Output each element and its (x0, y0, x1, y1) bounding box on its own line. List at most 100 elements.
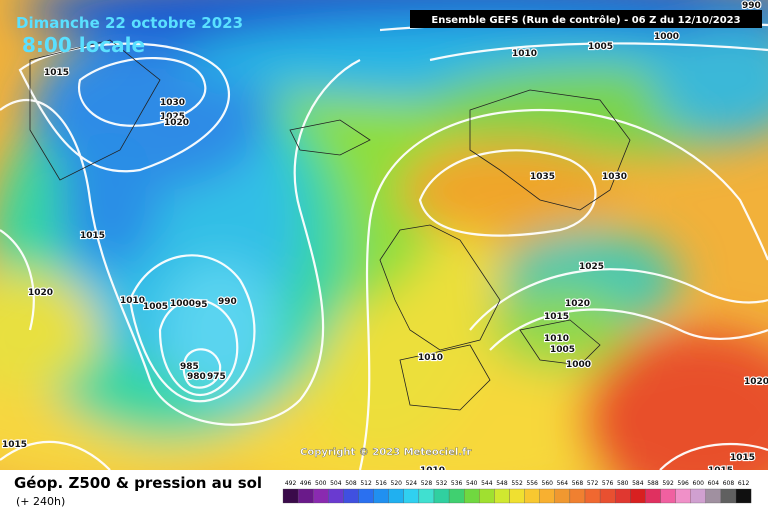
legend-swatch (569, 488, 586, 504)
isobar-label: 1015 (730, 453, 755, 463)
isobar-label: 1025 (579, 262, 604, 272)
legend-label: 504 (330, 480, 342, 487)
weather-map: Ensemble GEFS (Run de contrôle) - 06 Z d… (0, 0, 768, 470)
isobar-label: 1015 (544, 312, 569, 322)
isobar-label: 990 (742, 1, 761, 11)
isobar-label: 95 (195, 300, 208, 310)
copyright: Copyright © 2023 Meteociel.fr (300, 447, 471, 458)
legend-swatch (328, 488, 344, 504)
legend-swatch (282, 488, 299, 504)
legend-label: 528 (421, 480, 433, 487)
legend-swatch (433, 488, 450, 504)
legend-label: 524 (406, 480, 418, 487)
legend-label: 496 (300, 480, 312, 487)
run-info: Ensemble GEFS (Run de contrôle) - 06 Z d… (431, 14, 740, 26)
legend-label: 600 (693, 480, 705, 487)
legend-swatch (524, 488, 540, 504)
legend-label: 532 (436, 480, 448, 487)
legend-swatch (313, 488, 329, 504)
legend-swatch (645, 488, 661, 504)
lead-time: (+ 240h) (16, 495, 65, 508)
footer-title: Géop. Z500 & pression au sol (14, 474, 262, 492)
isobar-label: 1020 (744, 377, 768, 387)
legend-label: 604 (708, 480, 720, 487)
legend-swatch (539, 488, 555, 504)
local-time: 8:00 locale (22, 33, 145, 57)
isobar-label: 990 (218, 297, 237, 307)
legend-swatch (705, 488, 722, 504)
legend-label: 540 (466, 480, 478, 487)
isobar-label: 975 (207, 372, 226, 382)
legend-label: 560 (542, 480, 554, 487)
legend-label: 512 (360, 480, 372, 487)
legend-label: 492 (285, 480, 297, 487)
legend-swatch (630, 488, 646, 504)
legend-swatch (554, 488, 571, 504)
legend-swatch (615, 488, 631, 504)
legend-swatch (509, 488, 525, 504)
isobar-label: 1020 (28, 288, 53, 298)
isobar-label: 1035 (530, 172, 555, 182)
isobar-label: 1005 (550, 345, 575, 355)
isobar-label: 1000 (566, 360, 591, 370)
legend-label: 572 (587, 480, 599, 487)
legend-label: 580 (617, 480, 629, 487)
legend-swatch (599, 488, 616, 504)
legend-label: 608 (723, 480, 735, 487)
date: Dimanche 22 octobre 2023 (16, 14, 243, 32)
legend-label: 544 (481, 480, 493, 487)
legend-swatch (343, 488, 359, 504)
legend-swatch (448, 488, 465, 504)
legend-swatch (297, 488, 314, 504)
isobar-label: 1015 (80, 231, 105, 241)
legend-label: 576 (602, 480, 614, 487)
legend-label: 592 (662, 480, 674, 487)
legend-label: 552 (511, 480, 523, 487)
legend-label: 584 (632, 480, 644, 487)
isobar-label: 980 (187, 372, 206, 382)
legend-label: 516 (375, 480, 387, 487)
legend-label: 520 (391, 480, 403, 487)
isobar-label: 1010 (120, 296, 145, 306)
legend-swatch (388, 488, 404, 504)
isobar-label: 1000 (170, 299, 195, 309)
isobar-label: 1010 (512, 49, 537, 59)
run-banner (410, 10, 762, 28)
isobar-label: 1015 (2, 440, 27, 450)
legend-label: 612 (738, 480, 750, 487)
legend-swatch (464, 488, 480, 504)
legend-swatch (373, 488, 389, 504)
isobar-label: 1010 (544, 334, 569, 344)
isobar-label: 1030 (602, 172, 627, 182)
footer: Géop. Z500 & pression au sol (+ 240h) 49… (14, 474, 752, 508)
isobar-label: 1020 (164, 118, 189, 128)
legend-swatch (479, 488, 495, 504)
legend-label: 588 (647, 480, 659, 487)
isobar-label: 1015 (44, 68, 69, 78)
legend-label: 564 (557, 480, 569, 487)
legend-swatch (418, 488, 435, 504)
isobar-label: 1020 (565, 299, 590, 309)
legend-label: 500 (315, 480, 327, 487)
legend-swatch (403, 488, 420, 504)
legend-swatch (735, 488, 752, 504)
legend-label: 536 (451, 480, 463, 487)
isobar-label: 1005 (588, 42, 613, 52)
legend-label: 596 (677, 480, 689, 487)
isobar-label: 985 (180, 362, 199, 372)
isobar-label: 1015 (708, 466, 733, 470)
isobar-label: 1010 (420, 466, 445, 470)
isobar-label: 1000 (654, 32, 679, 42)
legend-label: 568 (572, 480, 584, 487)
isobar-label: 1025 (160, 112, 185, 122)
isobar-label: 1030 (160, 98, 185, 108)
legend-label: 556 (526, 480, 538, 487)
legend-swatch (584, 488, 601, 504)
isobar-label: 1005 (143, 302, 168, 312)
color-scale: 492 496 500 504 508 512 516 520 524 528 532 536 540 5… (282, 480, 752, 504)
legend-swatch (675, 488, 691, 504)
legend-swatch (494, 488, 510, 504)
legend-swatch (690, 488, 706, 504)
